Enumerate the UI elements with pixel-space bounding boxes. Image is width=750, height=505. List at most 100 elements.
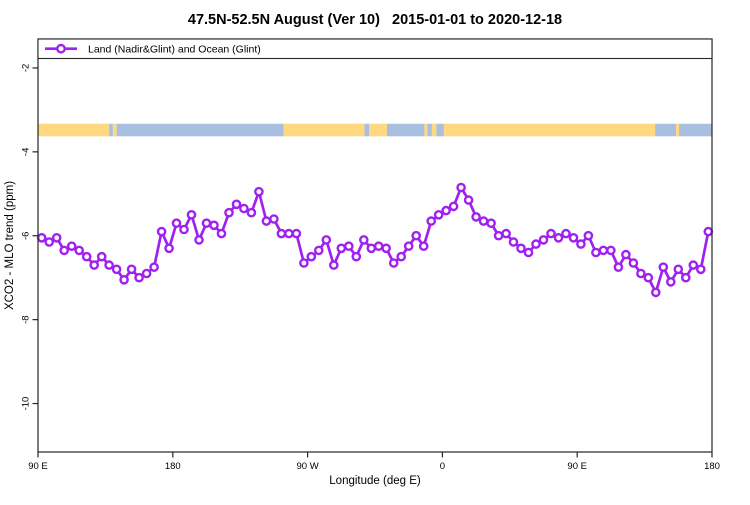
series-marker (606, 245, 616, 256)
surface-band-segment-ocean (109, 123, 113, 137)
series-marker (209, 220, 219, 231)
series-marker (433, 209, 444, 220)
surface-band-segment-ocean (655, 123, 677, 137)
series-marker (628, 258, 639, 268)
series-marker (224, 207, 234, 218)
series-marker (516, 243, 526, 254)
series-marker (636, 268, 646, 279)
series-marker (126, 264, 137, 275)
series-marker (613, 262, 624, 273)
series-marker (523, 247, 534, 258)
surface-band-segment-ocean (679, 123, 712, 137)
series-marker (411, 230, 422, 241)
data-series (36, 182, 714, 298)
series-marker (456, 182, 466, 193)
series-marker (284, 228, 294, 239)
series-marker (688, 260, 699, 270)
series-marker (531, 239, 541, 249)
series-marker (703, 226, 714, 237)
series-marker (81, 251, 92, 262)
series-marker (673, 264, 684, 275)
series-marker (696, 264, 706, 275)
series-marker (538, 235, 549, 245)
axes: 90 E 180 90 W 0 90 E 180 -2 -4 -6 -8 -10 (21, 64, 720, 472)
series-marker (591, 247, 601, 258)
surface-band-segment-land (38, 123, 110, 137)
surface-band-segment-ocean (386, 123, 425, 137)
x-tick-label: 180 (165, 461, 181, 472)
legend-label: Land (Nadir&Glint) and Ocean (Glint) (88, 43, 261, 55)
series-marker (478, 216, 489, 226)
series-marker (186, 209, 197, 220)
series-marker (276, 228, 287, 239)
series-marker (171, 218, 182, 228)
y-axis-title: XCO2 - MLO trend (ppm) (4, 181, 16, 310)
series-marker (74, 245, 84, 256)
series-marker (366, 243, 377, 254)
series-marker (246, 207, 257, 218)
surface-band-segment-land (112, 123, 117, 137)
series-marker (51, 232, 62, 243)
series-marker (111, 264, 122, 275)
series-marker (254, 186, 264, 197)
series-marker (651, 287, 661, 298)
series-marker (493, 230, 504, 241)
series-marker (216, 228, 227, 239)
series-marker (299, 258, 309, 268)
series-marker (553, 232, 564, 243)
series-marker (681, 272, 691, 283)
x-tick-label: 90 W (297, 461, 319, 472)
series-marker (66, 241, 77, 251)
x-tick-label: 90 E (28, 461, 48, 472)
series-marker (321, 235, 332, 245)
series-marker (351, 251, 362, 262)
series-marker (576, 239, 586, 249)
series-marker (239, 203, 249, 214)
series-marker (373, 241, 384, 251)
surface-band-segment-land (369, 123, 387, 137)
series-marker (621, 249, 631, 260)
series-marker (179, 224, 189, 235)
y-tick-label: -2 (21, 64, 32, 72)
surface-band-segment-ocean (436, 123, 444, 137)
series-marker (336, 243, 347, 254)
x-tick-label: 180 (704, 461, 720, 472)
x-axis-title: Longitude (deg E) (329, 475, 421, 487)
series-marker (343, 241, 354, 251)
series-marker (261, 216, 272, 226)
surface-band-segment-land (443, 123, 656, 137)
series-marker (426, 216, 437, 226)
chart-title: 47.5N-52.5N August (Ver 10) 2015-01-01 t… (188, 12, 562, 28)
surface-band-segment-land (283, 123, 365, 137)
surface-band-segment-ocean (116, 123, 284, 137)
series-marker (269, 214, 279, 224)
series-marker (89, 260, 99, 270)
series-marker (134, 272, 144, 283)
series-marker (568, 232, 579, 243)
series-marker (448, 201, 459, 212)
surface-band-segment-land (431, 123, 437, 137)
surface-band-segment-land (676, 123, 680, 137)
series-marker (598, 245, 609, 256)
series-marker (403, 241, 414, 251)
legend-series-marker-icon (56, 43, 66, 54)
series-marker (358, 235, 369, 245)
series-marker (119, 274, 129, 285)
series-marker (201, 218, 212, 228)
series-marker (486, 218, 496, 228)
series-marker (291, 228, 302, 239)
series-marker (501, 228, 511, 239)
series-marker (156, 226, 167, 237)
legend: Land (Nadir&Glint) and Ocean (Glint) (37, 38, 713, 60)
y-tick-label: -8 (21, 315, 32, 323)
series-marker (463, 195, 474, 205)
surface-band (38, 123, 712, 137)
series-marker (396, 251, 407, 262)
y-tick-label: -6 (21, 232, 32, 240)
series-marker (44, 237, 55, 247)
series-marker (313, 245, 324, 256)
series-marker (441, 205, 451, 216)
series-marker (418, 241, 429, 251)
series-marker (643, 272, 654, 283)
